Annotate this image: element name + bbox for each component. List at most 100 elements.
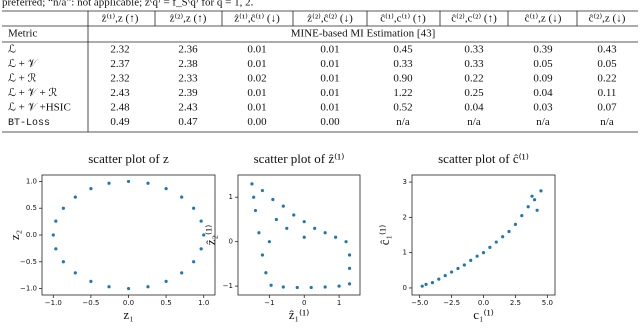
scatter-point bbox=[180, 195, 184, 199]
caption: preferred; “n/a”: not applicable; z⁽q⁾ =… bbox=[2, 0, 254, 9]
table-cell: 0.01 bbox=[320, 102, 339, 114]
scatter-point bbox=[337, 284, 341, 288]
scatter-point bbox=[481, 251, 486, 255]
scatter-point bbox=[323, 231, 327, 235]
scatter-point bbox=[526, 205, 530, 209]
scatter-point bbox=[430, 281, 435, 285]
x-tick-label: 1 bbox=[337, 299, 341, 307]
x-axis-label: z₁ bbox=[123, 307, 133, 322]
scatter-point bbox=[462, 263, 466, 267]
row-label: ℒ + 𝒱 + ℛ bbox=[8, 87, 57, 99]
table-cell: n/a bbox=[467, 116, 481, 128]
plot-frame bbox=[237, 174, 361, 296]
row-label: BT-Loss bbox=[8, 118, 50, 129]
table-cell: 0.07 bbox=[597, 102, 617, 114]
scatter-point bbox=[164, 187, 168, 191]
table-cell: 0.47 bbox=[178, 116, 198, 128]
x-axis-label: c₁⁽¹⁾ bbox=[473, 307, 494, 322]
scatter-point bbox=[271, 197, 275, 202]
table-cell: 0.01 bbox=[247, 102, 266, 114]
table-cell: 0.01 bbox=[320, 44, 339, 56]
scatter-point bbox=[507, 229, 511, 234]
table-cell: 0.01 bbox=[247, 58, 266, 70]
column-header: ẑ⁽¹⁾,z (↑) bbox=[102, 13, 139, 25]
table-cell: 0.02 bbox=[247, 73, 266, 85]
scatter-point bbox=[257, 231, 261, 235]
scatter-point bbox=[253, 208, 258, 213]
scatter-point bbox=[539, 189, 543, 193]
x-tick-label: −5.0 bbox=[411, 299, 428, 307]
scatter-point bbox=[285, 226, 289, 230]
x-tick-label: −0.5 bbox=[82, 299, 99, 307]
scatter-point bbox=[456, 266, 460, 271]
table-cell: 0.33 bbox=[464, 44, 484, 56]
table-cell: 0.01 bbox=[320, 58, 339, 70]
scatter-point bbox=[260, 253, 264, 257]
scatter-point bbox=[89, 187, 93, 191]
scatter-point bbox=[302, 220, 306, 224]
scatter-point bbox=[530, 194, 534, 198]
y-tick-label: 2 bbox=[403, 213, 407, 221]
scatter-point bbox=[334, 235, 338, 239]
y-tick-label: −1 bbox=[223, 282, 233, 290]
table-cell: 0.05 bbox=[533, 58, 553, 70]
table-cell: 0.43 bbox=[597, 44, 617, 56]
column-header: ẑ⁽²⁾,ĉ⁽²⁾ (↓) bbox=[307, 13, 353, 25]
scatter-point bbox=[323, 285, 327, 289]
scatter-point bbox=[532, 198, 537, 202]
y-axis-label: z₂ bbox=[7, 230, 22, 240]
column-header: ẑ⁽¹⁾,ĉ⁽¹⁾ (↓) bbox=[234, 13, 280, 25]
scatter-point bbox=[295, 285, 299, 290]
table-cell: 2.32 bbox=[110, 44, 129, 56]
y-tick-label: −1.0 bbox=[20, 285, 37, 293]
x-tick-label: 2.5 bbox=[510, 299, 521, 307]
scatter-point bbox=[494, 240, 498, 244]
scatter-point bbox=[146, 285, 150, 289]
scatter-point bbox=[51, 233, 55, 237]
table-cell: 0.05 bbox=[597, 58, 617, 70]
table-cell: 0.01 bbox=[320, 87, 339, 99]
scatter-point bbox=[73, 195, 77, 199]
scatter-point bbox=[164, 279, 168, 283]
y-tick-label: 1.0 bbox=[26, 177, 37, 185]
table-cell: 0.01 bbox=[247, 87, 266, 99]
scatter-point bbox=[146, 181, 150, 185]
table-cell: 0.03 bbox=[533, 102, 553, 114]
y-tick-label: 3 bbox=[403, 178, 407, 186]
table-cell: 2.43 bbox=[110, 87, 130, 99]
table-cell: 2.36 bbox=[178, 44, 198, 56]
scatter-point bbox=[424, 282, 428, 287]
scatter-point bbox=[520, 213, 524, 218]
column-header: ĉ⁽¹⁾,z (↓) bbox=[525, 13, 562, 25]
chart-title: scatter plot of z bbox=[88, 151, 169, 166]
table-cell: 0.04 bbox=[533, 87, 553, 99]
scatter-point bbox=[199, 247, 203, 251]
scatter-point bbox=[126, 179, 131, 184]
x-axis-label: ẑ₁⁽¹⁾ bbox=[289, 307, 310, 322]
scatter-point bbox=[449, 270, 454, 274]
scatter-point bbox=[73, 271, 77, 275]
chart-title: scatter plot of ẑ⁽¹⁾ bbox=[254, 151, 345, 166]
table-cell: 0.39 bbox=[533, 44, 553, 56]
table-cell: 2.48 bbox=[110, 102, 130, 114]
scatter-point bbox=[126, 286, 131, 291]
table-cell: 0.90 bbox=[393, 73, 413, 85]
scatter-point bbox=[513, 222, 518, 227]
scatter-point bbox=[252, 195, 256, 199]
x-tick-label: −2.5 bbox=[443, 299, 460, 307]
y-axis-label: ẑ₂⁽¹⁾ bbox=[203, 225, 218, 246]
x-tick-label: −1 bbox=[264, 299, 274, 307]
scatter-point bbox=[488, 245, 492, 249]
scatter-point bbox=[54, 219, 58, 223]
scatter-point bbox=[443, 273, 447, 278]
scatter-point bbox=[347, 253, 352, 257]
x-tick-label: 0.5 bbox=[161, 299, 172, 307]
scatter-point bbox=[309, 285, 313, 290]
scatter-point bbox=[535, 208, 539, 212]
table-cell: 0.33 bbox=[393, 58, 413, 70]
chart-title: scatter plot of ĉ⁽¹⁾ bbox=[438, 151, 529, 166]
table-cell: 0.25 bbox=[464, 87, 484, 99]
table-cell: 0.11 bbox=[598, 87, 617, 99]
scatter-point bbox=[61, 260, 65, 264]
